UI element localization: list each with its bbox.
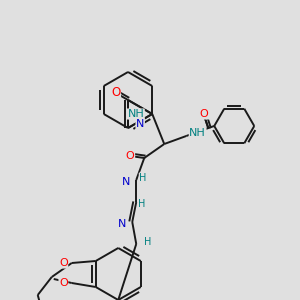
Text: H: H bbox=[139, 173, 147, 183]
Text: H: H bbox=[144, 237, 152, 247]
Text: O: O bbox=[200, 109, 208, 119]
Text: N: N bbox=[136, 119, 144, 129]
Text: O: O bbox=[126, 151, 135, 161]
Text: NH: NH bbox=[128, 109, 144, 119]
Text: N: N bbox=[122, 177, 130, 187]
Text: N: N bbox=[118, 219, 126, 229]
Text: O: O bbox=[59, 278, 68, 288]
Text: O: O bbox=[59, 258, 68, 268]
Text: O: O bbox=[111, 86, 121, 100]
Text: H: H bbox=[138, 199, 146, 209]
Text: NH: NH bbox=[189, 128, 206, 138]
